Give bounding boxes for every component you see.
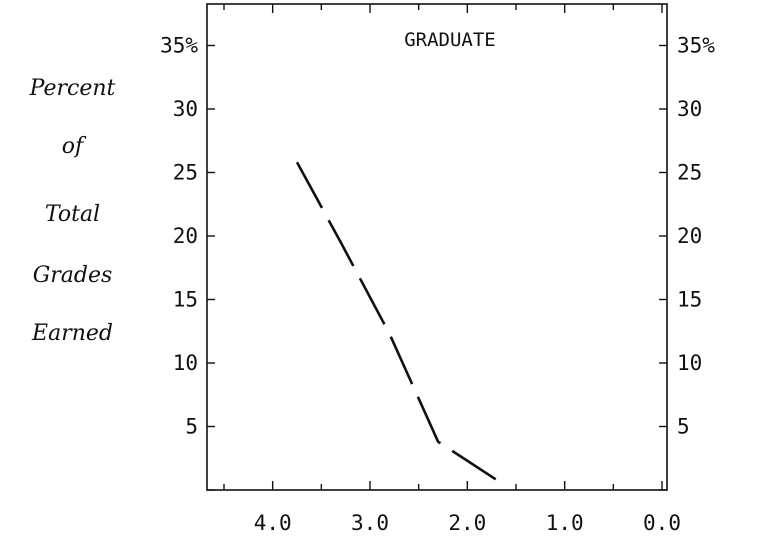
- axis-ticks: 4.0 3.0 2.0 1.0 0.0 5 5 10 10 15 15 20 20 25 25 30 30 35%…: [160, 4, 715, 535]
- y-axis-title-line-2: of: [61, 134, 84, 159]
- y-tick-label-left: 10: [173, 351, 198, 375]
- y-tick-label-right: 30: [677, 97, 702, 121]
- y-tick-label-right: 15: [677, 288, 702, 312]
- chart-title: GRADUATE: [404, 29, 496, 51]
- y-axis-title-line-3: Total: [44, 202, 101, 227]
- y-tick-label-left: 5: [185, 415, 198, 439]
- y-tick-label-left: 35%: [160, 34, 198, 58]
- y-tick-label-right: 20: [677, 224, 702, 248]
- x-tick-label: 3.0: [351, 511, 389, 535]
- y-tick-label-left: 15: [173, 288, 198, 312]
- series-line: [295, 161, 498, 481]
- data-series: [295, 161, 498, 481]
- y-tick-label-right: 25: [677, 161, 702, 185]
- x-tick-label: 1.0: [546, 511, 584, 535]
- x-tick-label: 0.0: [643, 511, 681, 535]
- y-axis-title-line-4: Grades: [32, 263, 113, 288]
- y-tick-label-right: 35%: [677, 34, 715, 58]
- y-tick-label-right: 10: [677, 351, 702, 375]
- x-tick-label: 4.0: [254, 511, 292, 535]
- y-tick-label-left: 25: [173, 161, 198, 185]
- y-axis-title-line-5: Earned: [32, 321, 113, 346]
- y-axis-title-line-1: Percent: [29, 76, 116, 101]
- x-tick-label: 2.0: [448, 511, 486, 535]
- y-tick-label-left: 30: [173, 97, 198, 121]
- plot-frame: [206, 3, 668, 491]
- y-tick-label-left: 20: [173, 224, 198, 248]
- y-tick-label-right: 5: [677, 415, 690, 439]
